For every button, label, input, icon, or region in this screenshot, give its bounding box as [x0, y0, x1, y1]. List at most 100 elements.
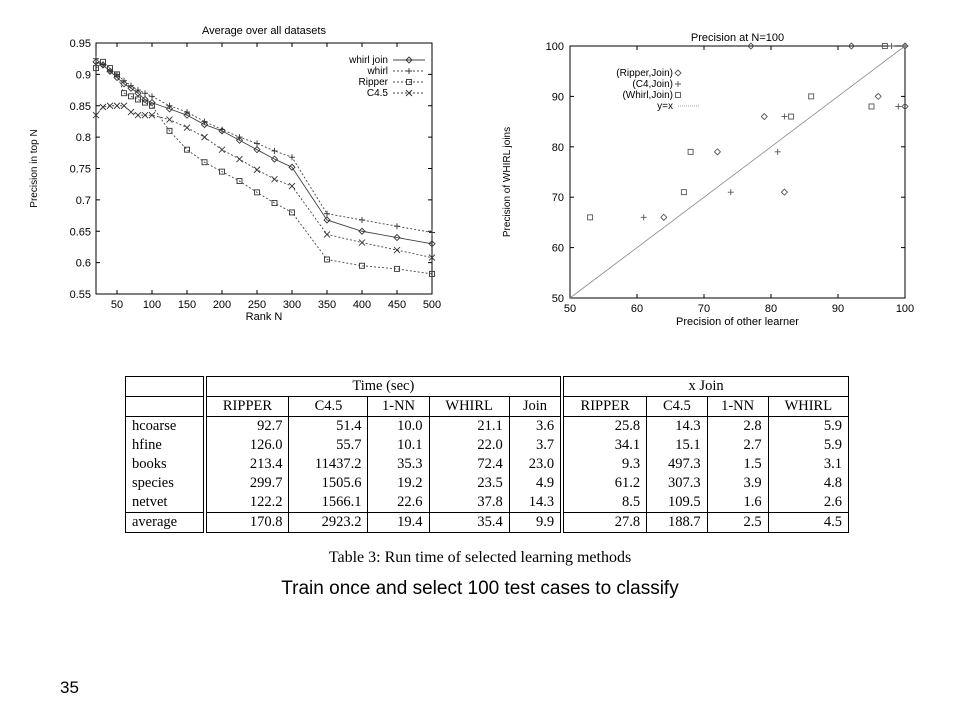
y-tick-label: 50 [552, 293, 564, 305]
data-point-series-0 [200, 120, 209, 129]
chart-title: Precision at N=100 [691, 32, 784, 44]
data-point-series-3 [92, 111, 100, 119]
table-cell: 19.2 [367, 474, 430, 493]
data-point-series-3 [253, 166, 261, 174]
data-point-series-2 [289, 209, 295, 216]
col-header: C4.5 [288, 396, 368, 417]
y-tick-label: 0.95 [70, 38, 91, 50]
table-cell: 22.6 [367, 493, 430, 513]
data-point-series-2 [107, 65, 113, 72]
table-corner-2 [124, 396, 206, 417]
data-point-series-2 [236, 178, 243, 185]
data-point-series-0 [270, 155, 279, 163]
data-point-series-0 [874, 92, 882, 101]
table-cell: 35.4 [428, 512, 510, 533]
data-point-series-1 [324, 210, 330, 217]
table-cell: 23.0 [508, 455, 563, 474]
x-tick-label: 450 [388, 299, 406, 311]
table-cell: 1.6 [706, 493, 769, 513]
table-cell: 1.5 [706, 455, 769, 474]
data-point-series-0 [760, 112, 768, 121]
data-point-series-3 [166, 116, 173, 123]
table-row-name: species [124, 474, 206, 493]
data-point-series-1 [184, 109, 190, 116]
data-point-series-1 [149, 93, 155, 100]
data-point-series-0 [428, 240, 436, 248]
table-cell: 10.0 [367, 416, 430, 436]
data-point-series-2 [394, 265, 400, 272]
table-cell: 11437.2 [288, 455, 368, 474]
table-cell: 19.4 [367, 512, 430, 533]
x-tick-label: 50 [111, 299, 123, 311]
table-row: hcoarse 92.7 51.4 10.0 21.1 3.6 25.8 14.3 2.8 5.9 [124, 416, 850, 436]
table-cell: 188.7 [646, 512, 708, 533]
x-tick-label: 500 [423, 299, 441, 311]
data-point-series-2 [788, 113, 795, 120]
table-cell: 51.4 [288, 416, 368, 436]
data-point-series-0 [134, 89, 142, 97]
y-tick-label: 0.9 [76, 69, 91, 81]
data-point-series-1 [142, 90, 148, 97]
table-cell: 3.7 [508, 436, 563, 455]
table-cell: 307.3 [646, 474, 708, 493]
group-header-time: Time (sec) [202, 376, 563, 397]
x-tick-label: 60 [631, 303, 643, 315]
table-row: species 299.7 1505.6 19.2 23.5 4.9 61.2 307.3 3.… [124, 474, 850, 493]
table-cell: 25.8 [560, 416, 647, 436]
table-cell: 15.1 [646, 436, 708, 455]
table-row-name: average [124, 512, 206, 533]
data-point-series-2 [121, 90, 127, 97]
data-point-series-3 [99, 103, 107, 111]
data-point-series-1 [895, 103, 902, 110]
legend-entry: (C4,Join) [632, 79, 673, 90]
data-point-series-3 [113, 102, 121, 110]
x-tick-label: 250 [248, 299, 266, 311]
x-axis-label: Rank N [246, 311, 283, 323]
legend-marker [675, 81, 681, 87]
data-point-series-1 [640, 214, 647, 221]
col-header: RIPPER [560, 396, 647, 417]
data-point-series-0 [127, 84, 135, 92]
table-row-name: netvet [124, 493, 206, 513]
y-tick-label: 0.55 [70, 289, 91, 301]
data-point-series-1 [236, 134, 243, 141]
table-cell: 61.2 [560, 474, 647, 493]
data-point-series-1 [774, 148, 781, 155]
data-point-series-2 [219, 168, 225, 175]
data-point-series-1 [93, 55, 99, 62]
table-cell: 35.3 [367, 455, 430, 474]
table-cell: 3.6 [508, 416, 563, 436]
data-point-series-2 [881, 43, 888, 49]
data-point-series-0 [120, 80, 128, 88]
legend-entry: (Whirl,Join) [622, 90, 673, 101]
table-cell: 9.3 [560, 455, 647, 474]
table-cell: 21.1 [428, 416, 510, 436]
data-point-series-0 [165, 105, 174, 113]
right-scatter-chart: Precision at N=100 50 60 70 80 90 100 50 60 70 80 9… [502, 32, 914, 328]
y-tick-label: 80 [552, 142, 564, 154]
col-header: WHIRL [767, 396, 850, 417]
table-corner [124, 376, 206, 397]
data-point-series-3 [183, 124, 191, 132]
left-line-chart: Average over all datasets 50 100 150 200 250 3… [29, 25, 441, 323]
table-cell: 1566.1 [288, 493, 368, 513]
table-cell: 5.9 [767, 436, 850, 455]
data-point-series-2 [687, 148, 694, 155]
col-header: 1-NN [706, 396, 769, 417]
data-point-series-1 [135, 87, 141, 94]
data-point-series-3 [120, 102, 128, 110]
data-point-series-3 [218, 146, 226, 153]
y-tick-label: 0.6 [76, 258, 91, 270]
data-point-series-2 [135, 96, 141, 103]
data-point-series-0 [288, 163, 296, 171]
col-header: WHIRL [428, 396, 510, 417]
data-point-series-0 [713, 148, 722, 156]
legend-entry: whirl join [348, 55, 388, 66]
data-point-series-1 [128, 82, 134, 89]
table-cell: 37.8 [428, 493, 510, 513]
y-tick-label: 70 [552, 192, 564, 204]
y-tick-label: 90 [552, 91, 564, 103]
data-point-series-1 [100, 61, 106, 68]
table-cell: 2.6 [767, 493, 850, 513]
data-point-series-1 [166, 102, 173, 109]
